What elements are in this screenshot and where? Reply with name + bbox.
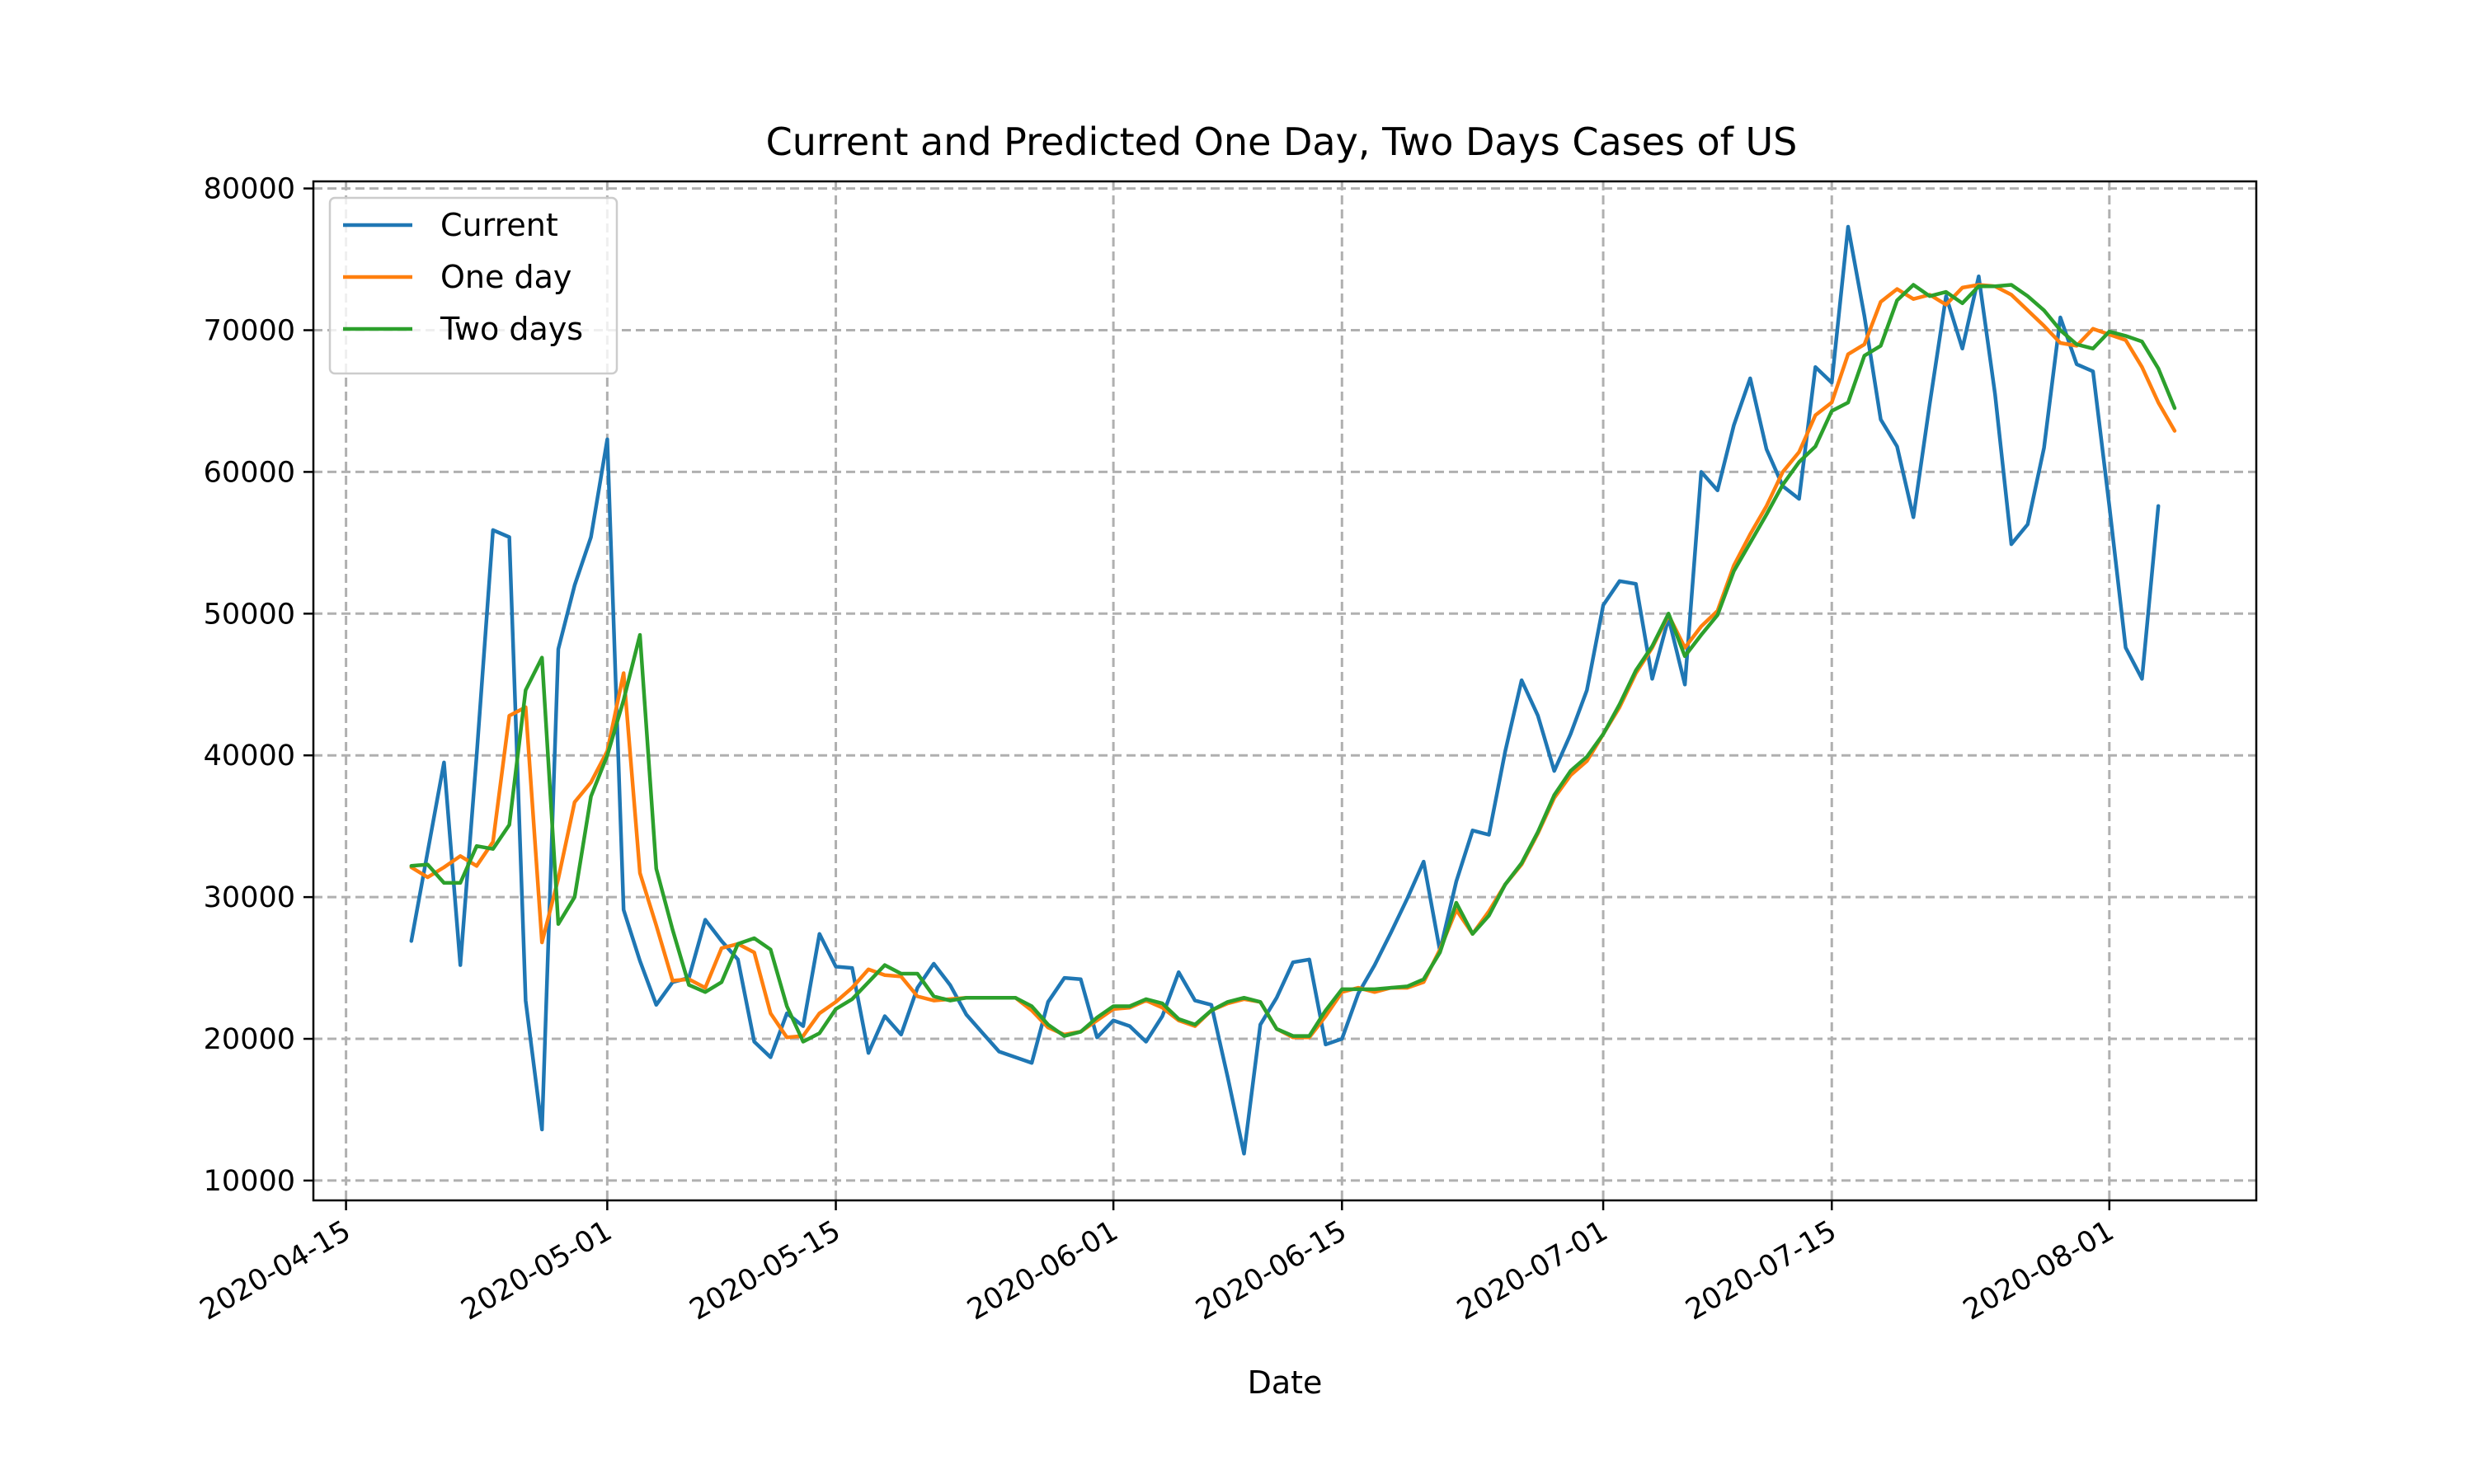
y-tick-label: 60000 bbox=[204, 456, 295, 489]
x-axis-label: Date bbox=[1248, 1364, 1323, 1401]
y-tick-label: 40000 bbox=[204, 740, 295, 773]
y-axis: 10000 20000 30000 40000 50000 60000 70000 80000 bbox=[204, 173, 313, 1198]
series-lines bbox=[409, 224, 2177, 1156]
plot-frame bbox=[312, 180, 2258, 1202]
chart-title: Current and Predicted One Day, Two Days … bbox=[766, 120, 1798, 164]
y-tick-label: 50000 bbox=[204, 598, 295, 631]
y-tick-label: 80000 bbox=[204, 173, 295, 206]
y-tick-label: 20000 bbox=[204, 1023, 295, 1056]
legend-label: Two days bbox=[440, 311, 583, 347]
legend: Current One day Two days bbox=[328, 196, 618, 375]
y-tick-label: 30000 bbox=[204, 881, 295, 914]
y-tick-label: 70000 bbox=[204, 315, 295, 348]
legend-label: Current bbox=[440, 207, 558, 243]
y-tick-label: 10000 bbox=[204, 1165, 295, 1198]
legend-label: One day bbox=[440, 259, 571, 295]
series-line-two-days bbox=[409, 283, 2177, 1044]
